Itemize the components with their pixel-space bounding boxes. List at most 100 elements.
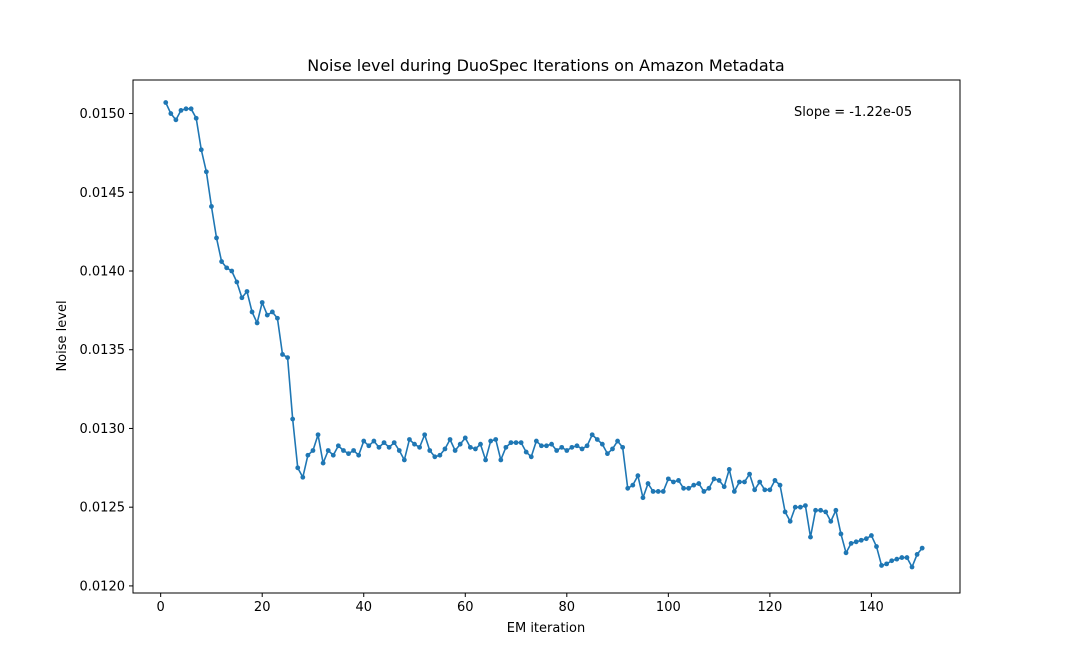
data-point [787,518,793,524]
data-point [310,448,316,453]
data-point [671,479,676,485]
data-point [325,448,331,453]
data-point [863,536,869,542]
data-point [630,482,636,488]
data-point [488,438,494,444]
data-point [275,315,280,321]
x-axis-ticks: 0 20 40 60 80 100 120 140 [157,593,884,615]
data-point [371,438,377,444]
data-point [696,481,702,486]
data-point [513,440,519,446]
data-point [564,448,570,453]
data-point [498,457,504,463]
data-point [442,446,448,452]
data-point [335,443,341,449]
data-point [721,484,727,490]
data-point [919,545,925,551]
x-tick-label: 80 [559,600,576,615]
data-point [305,452,311,458]
data-point [853,539,859,545]
data-point [412,441,417,447]
data-point [447,437,453,442]
data-point [792,504,798,510]
data-point [503,444,509,450]
data-point [838,531,844,537]
data-point [188,106,194,112]
data-point [818,507,824,513]
x-tick-label: 100 [656,600,681,615]
x-tick-label: 0 [157,600,165,615]
data-point [432,454,438,460]
data-point [772,478,778,483]
data-point [437,452,443,458]
data-point [320,460,326,466]
x-axis-label: EM iteration [507,621,585,636]
data-point [285,355,290,360]
plot-layer [163,100,925,570]
data-point [615,438,620,444]
data-point [650,489,656,494]
data-point [559,444,565,450]
data-point [599,441,605,447]
data-point [742,479,747,485]
data-point [168,111,174,116]
data-point [183,106,189,112]
data-point [574,443,580,449]
data-point [249,309,255,315]
y-tick-label: 0.0140 [80,264,126,279]
data-point [869,533,874,538]
data-point [163,100,169,105]
data-point [462,435,468,441]
data-point [828,518,834,524]
data-point [341,448,346,453]
data-point [259,300,265,305]
chart-title: Noise level during DuoSpec Iterations on… [307,56,784,75]
x-tick-label: 120 [757,600,782,615]
data-point [777,482,783,488]
data-point [381,440,387,446]
data-point [239,295,245,301]
data-point [295,465,301,471]
slope-annotation: Slope = -1.22e-05 [794,105,912,120]
data-point [224,265,230,271]
data-point [904,555,910,560]
data-point [244,289,250,294]
data-point [209,204,214,209]
data-point [300,474,306,480]
data-point [508,440,514,446]
data-point [823,509,829,515]
data-point [346,451,351,457]
data-point [833,507,839,513]
data-point [620,444,626,450]
data-point [767,487,773,493]
data-point [386,444,392,450]
x-tick-label: 40 [355,600,372,615]
data-point [396,448,402,453]
data-point [229,268,235,274]
data-point [518,440,524,446]
y-axis-ticks: 0.0120 0.0125 0.0130 0.0135 0.0140 0.0145 0.01… [80,107,133,594]
data-point [874,544,879,549]
data-point [290,416,296,422]
data-point [858,537,864,543]
data-point [391,440,397,446]
data-point [264,312,270,318]
data-point [584,443,590,449]
data-point [782,509,788,515]
data-point [523,449,529,455]
data-point [665,476,671,482]
data-point [198,147,204,153]
data-point [269,309,275,315]
data-point [686,485,692,491]
data-point [716,478,722,483]
data-point [473,446,478,452]
data-point [356,452,362,458]
data-point [483,457,488,463]
data-point [726,467,732,472]
data-point [752,487,758,493]
data-point [594,437,600,442]
data-point [914,552,920,557]
data-point [737,479,742,485]
